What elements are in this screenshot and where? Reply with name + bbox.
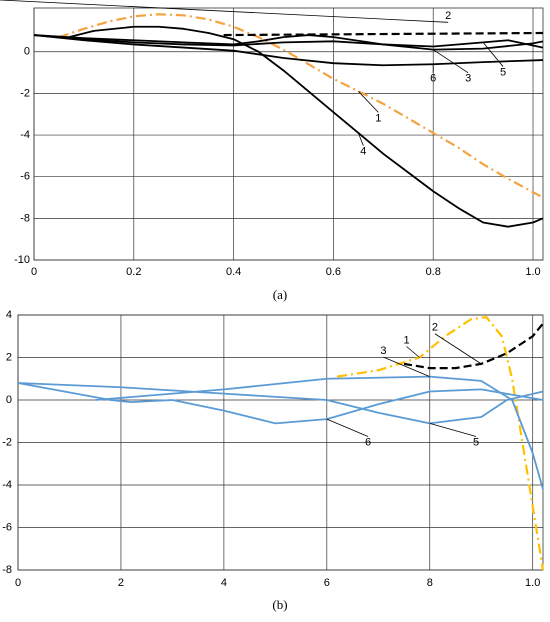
series-line: [403, 322, 544, 370]
annotation: 2: [445, 10, 451, 22]
annotation: 3: [380, 345, 386, 357]
series-line: [58, 13, 544, 199]
plot-frame: [17, 314, 544, 571]
annotation-leader: [383, 356, 430, 377]
x-tick-label: 1.0: [525, 266, 540, 278]
caption: (a): [273, 287, 287, 302]
annotation: 1: [375, 112, 381, 124]
x-tick-label: 6: [324, 577, 330, 589]
y-tick-label: 0: [24, 46, 30, 58]
annotation-leader: [326, 418, 369, 437]
y-tick-label: -6: [20, 171, 30, 183]
y-tick-label: 2: [6, 351, 12, 363]
x-tick-label: 0.8: [426, 266, 441, 278]
plot-frame: [33, 7, 544, 261]
series-line: [17, 382, 544, 425]
y-tick-label: -2: [20, 87, 30, 99]
y-tick-label: 4: [6, 309, 12, 321]
series-line: [33, 34, 544, 67]
x-tick-label: 0.4: [226, 266, 241, 278]
x-tick-label: 0: [31, 266, 37, 278]
annotation-leader: [357, 132, 364, 146]
annotation: 3: [465, 73, 471, 85]
series-line: [17, 382, 544, 425]
annotation: 5: [500, 66, 506, 78]
annotation: 2: [432, 322, 438, 334]
x-tick-label: 0.6: [326, 266, 341, 278]
x-tick-label: 8: [427, 577, 433, 589]
y-tick-label: -4: [20, 129, 30, 141]
caption: (b): [272, 597, 287, 612]
series-line: [223, 31, 544, 37]
annotation-leader: [434, 333, 482, 365]
annotation-leader: [432, 49, 469, 74]
y-tick-label: -4: [2, 479, 12, 491]
series-line: [336, 316, 545, 571]
x-tick-label: 0.2: [126, 266, 141, 278]
y-tick-label: -2: [2, 436, 12, 448]
y-tick-label: -6: [2, 521, 12, 533]
y-tick-label: -8: [20, 212, 30, 224]
annotation: 4: [360, 146, 366, 158]
annotation-leader: [0, 0, 449, 23]
annotation: 1: [404, 334, 410, 346]
annotation-leader: [358, 91, 379, 113]
y-tick-label: 0: [6, 394, 12, 406]
x-tick-label: 0: [15, 577, 21, 589]
y-tick-label: -8: [2, 564, 12, 576]
series-line: [33, 34, 544, 51]
annotation: 5: [473, 436, 479, 448]
annotation: 6: [430, 73, 436, 85]
x-tick-label: 1.0: [525, 577, 540, 589]
y-tick-label: -10: [14, 254, 30, 266]
annotation: 6: [365, 436, 371, 448]
x-tick-label: 2: [118, 577, 124, 589]
annotation-leader: [482, 42, 504, 67]
x-tick-label: 4: [221, 577, 227, 589]
annotation-leader: [429, 422, 477, 437]
series-line: [68, 25, 544, 228]
series-line: [95, 375, 544, 490]
series-line: [33, 34, 544, 49]
annotation-leader: [406, 346, 420, 358]
